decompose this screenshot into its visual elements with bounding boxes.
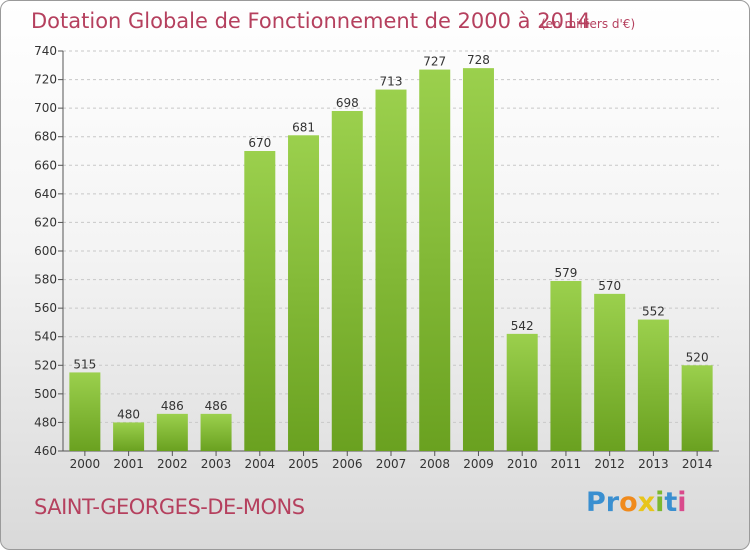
y-tick-label: 740 (34, 44, 57, 58)
y-tick-label: 460 (34, 444, 57, 458)
bar-value-label: 698 (336, 96, 359, 110)
logo-letter: i (677, 487, 687, 518)
bar-value-label: 570 (598, 279, 621, 293)
bar-value-label: 670 (248, 136, 271, 150)
x-tick-label: 2009 (463, 457, 494, 471)
y-tick-label: 560 (34, 301, 57, 315)
bar-value-label: 520 (686, 350, 709, 364)
logo-letter: x (637, 487, 656, 518)
y-tick-label: 620 (34, 215, 57, 229)
bar-value-label: 727 (423, 55, 446, 69)
bar-2010 (506, 333, 538, 451)
y-tick-label: 580 (34, 273, 57, 287)
bar-2014 (681, 365, 713, 451)
x-tick-label: 2006 (332, 457, 363, 471)
bar-2002 (156, 413, 188, 451)
x-tick-label: 2013 (638, 457, 669, 471)
bar-value-label: 579 (554, 266, 577, 280)
y-tick-label: 500 (34, 387, 57, 401)
bar-2012 (594, 293, 626, 451)
bar-2004 (244, 151, 276, 451)
bar-value-label: 480 (117, 407, 140, 421)
x-tick-label: 2000 (70, 457, 101, 471)
x-tick-label: 2014 (682, 457, 713, 471)
bar-value-label: 681 (292, 120, 315, 134)
bar-2001 (113, 422, 145, 451)
proxiti-logo: Proxiti (586, 487, 687, 518)
x-tick-label: 2007 (376, 457, 407, 471)
bar-value-label: 486 (205, 399, 228, 413)
bar-value-label: 542 (511, 319, 534, 333)
bar-value-label: 515 (73, 357, 96, 371)
bar-2000 (69, 372, 101, 451)
bar-value-label: 713 (380, 75, 403, 89)
bar-layer (69, 68, 713, 452)
x-tick-label: 2012 (594, 457, 625, 471)
y-tick-label: 520 (34, 358, 57, 372)
x-tick-label: 2004 (245, 457, 276, 471)
y-tick-label: 640 (34, 187, 57, 201)
bar-value-label: 552 (642, 305, 665, 319)
logo-letter: t (664, 487, 678, 518)
logo-letter: i (655, 487, 665, 518)
y-tick-label: 600 (34, 244, 57, 258)
x-tick-label: 2010 (507, 457, 538, 471)
logo-letter: o (619, 487, 638, 518)
bar-2007 (375, 89, 407, 452)
logo-letter: P (586, 487, 606, 518)
x-tick-label: 2008 (419, 457, 450, 471)
x-tick-label: 2011 (551, 457, 582, 471)
bar-2011 (550, 281, 582, 451)
y-tick-label: 480 (34, 415, 57, 429)
y-tick-label: 660 (34, 158, 57, 172)
bar-2005 (288, 135, 320, 452)
commune-name: SAINT-GEORGES-DE-MONS (34, 495, 305, 519)
bar-2003 (200, 413, 232, 451)
x-tick-label: 2005 (288, 457, 319, 471)
y-tick-label: 540 (34, 330, 57, 344)
bar-2013 (637, 319, 669, 451)
y-tick-label: 680 (34, 130, 57, 144)
bar-2006 (331, 111, 363, 451)
bar-2008 (419, 69, 451, 452)
chart-title: Dotation Globale de Fonctionnement de 20… (31, 9, 591, 33)
y-tick-label: 720 (34, 73, 57, 87)
y-tick-label: 700 (34, 101, 57, 115)
x-tick-label: 2003 (201, 457, 232, 471)
x-tick-label: 2001 (113, 457, 144, 471)
bar-value-label: 486 (161, 399, 184, 413)
chart-unit-label: (en milliers d'€) (541, 17, 636, 31)
bar-value-label: 728 (467, 53, 490, 67)
x-tick-label: 2002 (157, 457, 188, 471)
label-layer: 515 480 486 486 670 681 698 713 727 728 542 579 570 5… (73, 53, 708, 421)
bar-2009 (462, 68, 494, 452)
logo-letter: r (605, 487, 620, 518)
